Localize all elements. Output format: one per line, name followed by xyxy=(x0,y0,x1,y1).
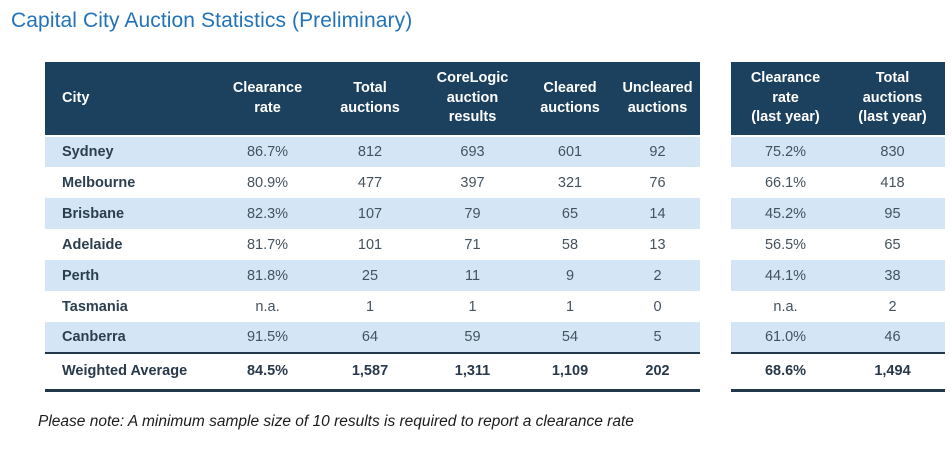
header-row: City Clearance rate Total auctions CoreL… xyxy=(45,62,945,137)
auction-statistics-table-wrap: City Clearance rate Total auctions CoreL… xyxy=(45,62,945,392)
cell-total-last-year: 95 xyxy=(840,198,945,229)
page-title: Capital City Auction Statistics (Prelimi… xyxy=(11,9,413,32)
cell-total-auctions: 1 xyxy=(320,291,420,322)
cell-clearance-rate: 80.9% xyxy=(215,167,320,198)
cell-uncleared: 2 xyxy=(615,260,700,291)
table-row-perth: Perth 81.8% 25 11 9 2 44.1% 38 xyxy=(45,260,945,291)
cell-cleared: 9 xyxy=(525,260,615,291)
cell-clearance-rate: 81.7% xyxy=(215,229,320,260)
cell-clearance-last-year: 66.1% xyxy=(731,167,840,198)
cell-total-last-year: 65 xyxy=(840,229,945,260)
cell-total-auctions: 107 xyxy=(320,198,420,229)
cell-corelogic-results: 71 xyxy=(420,229,525,260)
table-gap xyxy=(700,322,731,353)
cell-uncleared: 13 xyxy=(615,229,700,260)
cell-cleared: 321 xyxy=(525,167,615,198)
table-row-brisbane: Brisbane 82.3% 107 79 65 14 45.2% 95 xyxy=(45,198,945,229)
cell-clearance-last-year: 68.6% xyxy=(731,352,840,392)
cell-city: Tasmania xyxy=(45,291,215,322)
table-row-melbourne: Melbourne 80.9% 477 397 321 76 66.1% 418 xyxy=(45,167,945,198)
cell-corelogic-results: 11 xyxy=(420,260,525,291)
cell-clearance-rate: 91.5% xyxy=(215,322,320,353)
cell-cleared: 54 xyxy=(525,322,615,353)
cell-clearance-last-year: 56.5% xyxy=(731,229,840,260)
cell-corelogic-results: 397 xyxy=(420,167,525,198)
cell-corelogic-results: 59 xyxy=(420,322,525,353)
table-gap xyxy=(700,136,731,167)
cell-uncleared: 202 xyxy=(615,352,700,392)
cell-corelogic-results: 1,311 xyxy=(420,352,525,392)
cell-clearance-rate: 84.5% xyxy=(215,352,320,392)
cell-total-last-year: 38 xyxy=(840,260,945,291)
cell-city: Perth xyxy=(45,260,215,291)
cell-total-last-year: 830 xyxy=(840,136,945,167)
cell-clearance-last-year: 45.2% xyxy=(731,198,840,229)
cell-city: Weighted Average xyxy=(45,352,215,392)
cell-total-last-year: 2 xyxy=(840,291,945,322)
cell-total-last-year: 46 xyxy=(840,322,945,353)
cell-cleared: 601 xyxy=(525,136,615,167)
cell-uncleared: 5 xyxy=(615,322,700,353)
col-header-cleared-auctions: Cleared auctions xyxy=(525,62,615,137)
cell-total-auctions: 477 xyxy=(320,167,420,198)
cell-total-auctions: 101 xyxy=(320,229,420,260)
table-row-tasmania: Tasmania n.a. 1 1 1 0 n.a. 2 xyxy=(45,291,945,322)
table-gap xyxy=(700,167,731,198)
cell-city: Melbourne xyxy=(45,167,215,198)
col-header-city: City xyxy=(45,62,215,137)
table-gap xyxy=(700,62,731,136)
table-gap xyxy=(700,291,731,322)
cell-city: Brisbane xyxy=(45,198,215,229)
table-gap xyxy=(700,260,731,291)
cell-clearance-rate: n.a. xyxy=(215,291,320,322)
cell-clearance-rate: 86.7% xyxy=(215,136,320,167)
auction-statistics-table: City Clearance rate Total auctions CoreL… xyxy=(45,62,945,392)
table-row-canberra: Canberra 91.5% 64 59 54 5 61.0% 46 xyxy=(45,322,945,353)
col-header-clearance-rate-last-year: Clearance rate (last year) xyxy=(731,62,840,137)
cell-total-last-year: 418 xyxy=(840,167,945,198)
cell-clearance-rate: 82.3% xyxy=(215,198,320,229)
cell-corelogic-results: 693 xyxy=(420,136,525,167)
col-header-corelogic-auction-results: CoreLogic auction results xyxy=(420,62,525,137)
cell-total-last-year: 1,494 xyxy=(840,352,945,392)
cell-corelogic-results: 1 xyxy=(420,291,525,322)
cell-clearance-last-year: 44.1% xyxy=(731,260,840,291)
col-header-clearance-rate: Clearance rate xyxy=(215,62,320,137)
footnote: Please note: A minimum sample size of 10… xyxy=(38,413,634,430)
cell-cleared: 65 xyxy=(525,198,615,229)
cell-uncleared: 0 xyxy=(615,291,700,322)
cell-city: Sydney xyxy=(45,136,215,167)
cell-total-auctions: 25 xyxy=(320,260,420,291)
table-gap xyxy=(700,229,731,260)
col-header-total-auctions-last-year: Total auctions (last year) xyxy=(840,62,945,137)
table-row-adelaide: Adelaide 81.7% 101 71 58 13 56.5% 65 xyxy=(45,229,945,260)
cell-clearance-last-year: 75.2% xyxy=(731,136,840,167)
col-header-total-auctions: Total auctions xyxy=(320,62,420,137)
cell-total-auctions: 1,587 xyxy=(320,352,420,392)
cell-cleared: 58 xyxy=(525,229,615,260)
cell-uncleared: 92 xyxy=(615,136,700,167)
cell-clearance-rate: 81.8% xyxy=(215,260,320,291)
cell-total-auctions: 812 xyxy=(320,136,420,167)
cell-corelogic-results: 79 xyxy=(420,198,525,229)
cell-uncleared: 14 xyxy=(615,198,700,229)
cell-city: Canberra xyxy=(45,322,215,353)
table-gap xyxy=(700,198,731,229)
cell-clearance-last-year: 61.0% xyxy=(731,322,840,353)
cell-city: Adelaide xyxy=(45,229,215,260)
cell-cleared: 1 xyxy=(525,291,615,322)
table-row-sydney: Sydney 86.7% 812 693 601 92 75.2% 830 xyxy=(45,136,945,167)
cell-total-auctions: 64 xyxy=(320,322,420,353)
cell-uncleared: 76 xyxy=(615,167,700,198)
table-gap xyxy=(700,353,731,390)
cell-cleared: 1,109 xyxy=(525,352,615,392)
col-header-uncleared-auctions: Uncleared auctions xyxy=(615,62,700,137)
cell-clearance-last-year: n.a. xyxy=(731,291,840,322)
table-row-weighted-average: Weighted Average 84.5% 1,587 1,311 1,109… xyxy=(45,352,945,392)
